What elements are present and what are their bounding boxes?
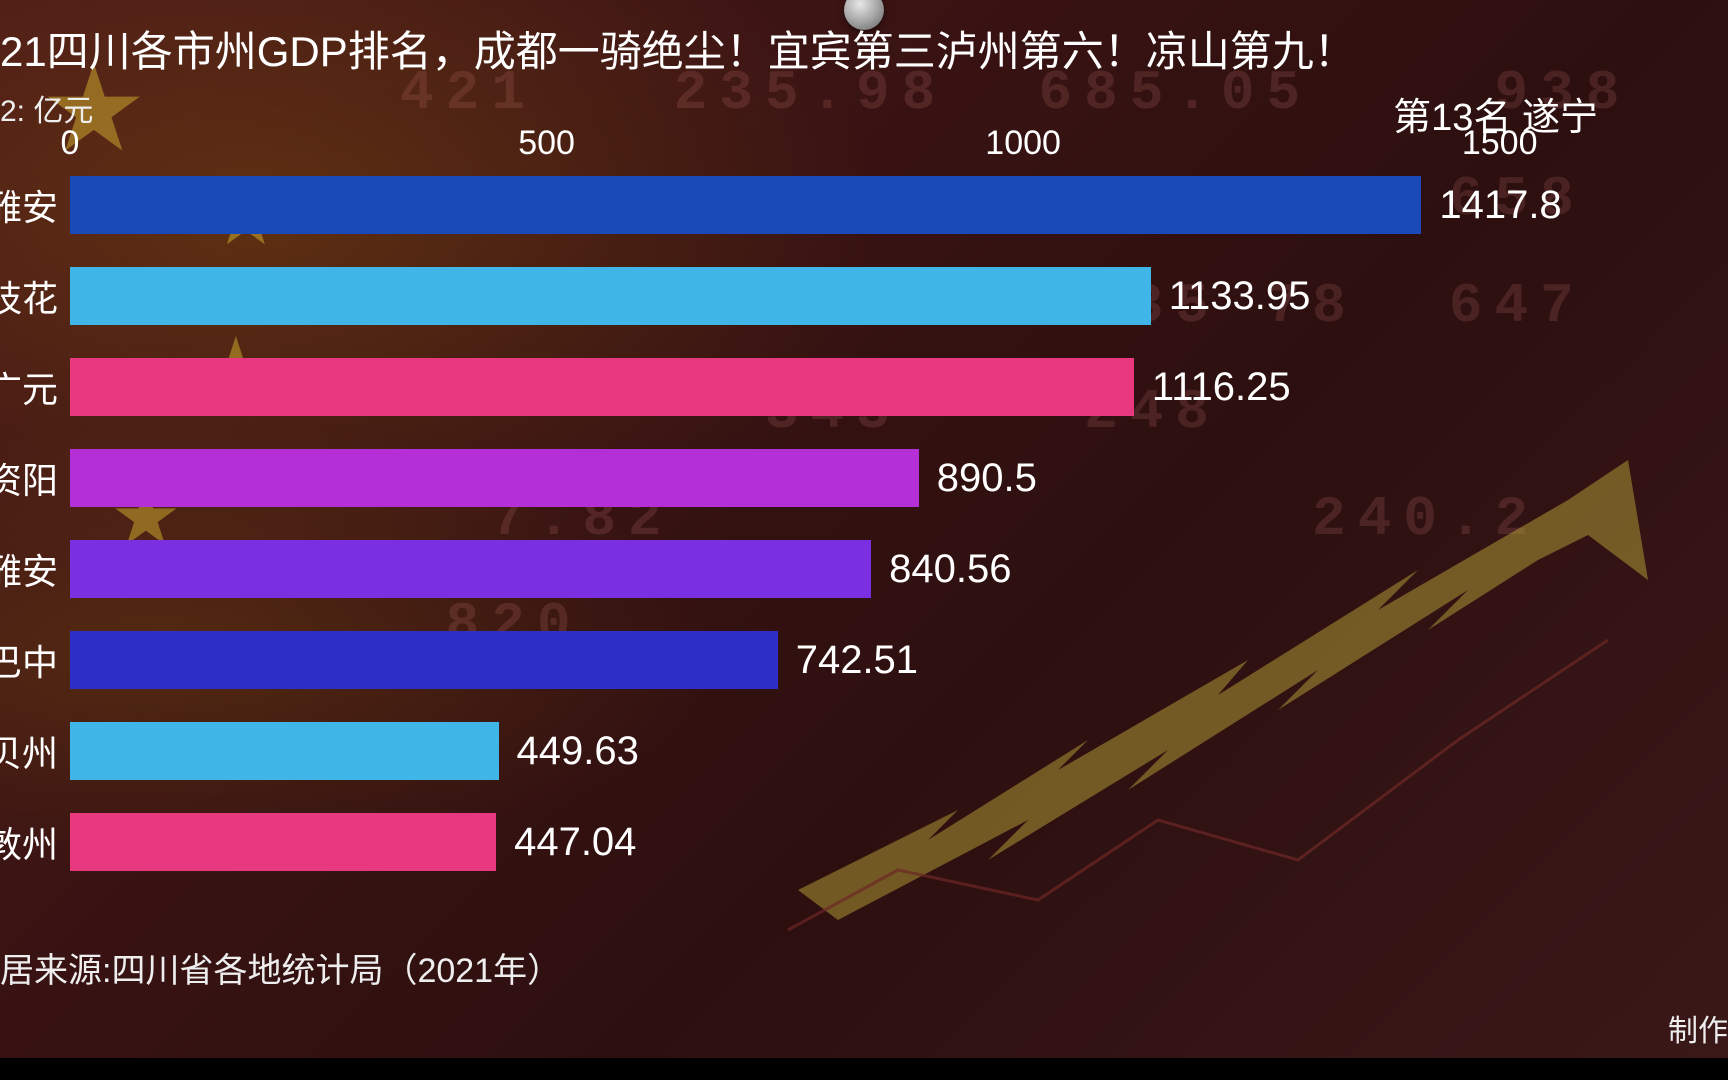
bar-row: 贝州 449.63 (0, 722, 1728, 798)
bar (70, 176, 1421, 234)
bar-row: 枝花 1133.95 (0, 267, 1728, 343)
data-source: 居来源:四川省各地统计局（2021年） (0, 943, 561, 992)
credit-label: 制作 (1668, 1006, 1728, 1050)
y-label: 敦州 (0, 813, 64, 871)
bar (70, 358, 1134, 416)
bar-value: 840.56 (871, 540, 1011, 598)
bar-value: 742.51 (778, 631, 918, 689)
bar-value: 449.63 (499, 722, 639, 780)
bar-value: 1417.8 (1421, 176, 1561, 234)
bar (70, 267, 1151, 325)
bar-row: 敦州 447.04 (0, 813, 1728, 889)
bottom-black-bar (0, 1058, 1728, 1080)
bar-value: 1116.25 (1134, 358, 1291, 416)
bar-row: 雅安 1417.8 (0, 176, 1728, 252)
bar-row: 雅安 840.56 (0, 540, 1728, 616)
x-axis: 050010001500 (70, 124, 1598, 164)
bar (70, 449, 919, 507)
y-label: 资阳 (0, 449, 64, 507)
x-tick: 1000 (985, 124, 1061, 163)
x-tick: 0 (61, 124, 80, 163)
x-tick: 500 (518, 124, 575, 163)
bar-row: 广元 1116.25 (0, 358, 1728, 434)
bar (70, 540, 871, 598)
x-tick: 1500 (1462, 124, 1538, 163)
y-label: 枝花 (0, 267, 64, 325)
bar (70, 813, 496, 871)
y-label: 广元 (0, 358, 64, 416)
y-label: 贝州 (0, 722, 64, 780)
bar-value: 447.04 (496, 813, 636, 871)
y-label: 巴中 (0, 631, 64, 689)
bar (70, 722, 499, 780)
bar (70, 631, 778, 689)
bar-chart: 雅安 1417.8 枝花 1133.95 广元 1116.25 资阳 890.5 雅安 840.5… (0, 176, 1728, 904)
bar-value: 890.5 (919, 449, 1037, 507)
page-title: 21四川各市州GDP排名，成都一骑绝尘！宜宾第三泸州第六！凉山第九！ (0, 18, 1356, 79)
y-label: 雅安 (0, 540, 64, 598)
bar-row: 资阳 890.5 (0, 449, 1728, 525)
bar-row: 巴中 742.51 (0, 631, 1728, 707)
bar-value: 1133.95 (1151, 267, 1311, 325)
y-label: 雅安 (0, 176, 64, 234)
